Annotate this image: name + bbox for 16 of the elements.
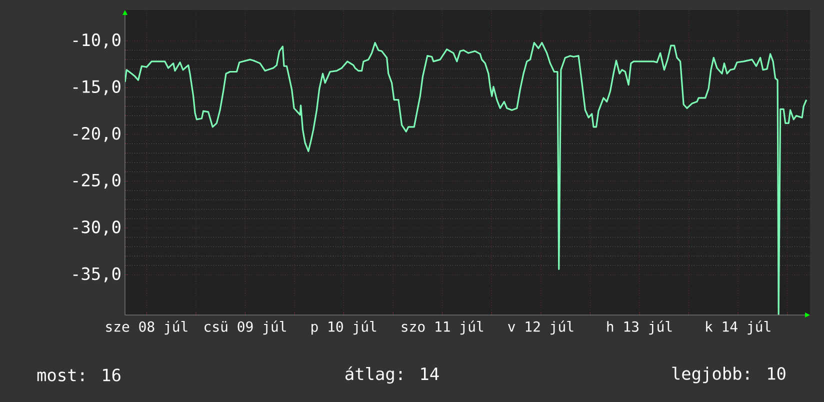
text: legjobb: 10 <box>672 366 786 384</box>
x-tick-label: sze 08 júl <box>106 320 188 335</box>
text: átlag: 14 <box>346 366 439 384</box>
x-tick-label: szo 11 júl <box>402 320 484 335</box>
y-tick-label: -25,0 <box>73 174 120 189</box>
x-tick-label: v 12 júl <box>508 320 574 335</box>
y-tick-label: -15,0 <box>73 80 120 96</box>
x-tick-label: csü 09 júl <box>204 320 286 335</box>
y-tick-label: -10,0 <box>73 33 120 48</box>
text: most: 16 <box>37 368 120 382</box>
y-tick-label: -30,0 <box>73 220 120 236</box>
x-tick-label: k 14 júl <box>706 320 770 335</box>
y-tick-label: -20,0 <box>73 126 120 142</box>
x-tick-label: h 13 júl <box>607 320 672 335</box>
y-tick-label: -35,0 <box>73 267 120 282</box>
x-tick-label: p 10 júl <box>312 320 376 335</box>
